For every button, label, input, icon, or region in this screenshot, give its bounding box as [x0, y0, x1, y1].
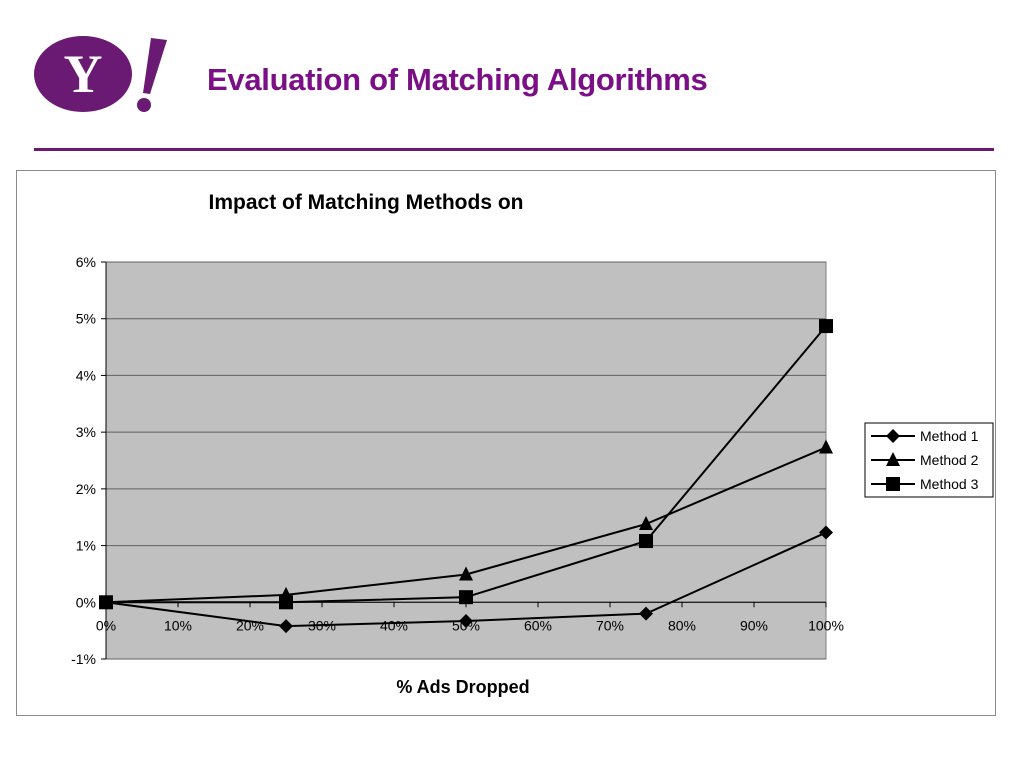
chart-title: Impact of Matching Methods on — [209, 191, 524, 214]
method-1-point — [459, 614, 473, 629]
series-group — [99, 319, 833, 634]
x-tick-label: 100% — [808, 617, 844, 633]
x-axis-label: % Ads Dropped — [396, 677, 529, 697]
method-1-point — [819, 525, 833, 540]
method-3-point — [639, 534, 653, 549]
method-2-point — [459, 566, 473, 581]
method-3-point — [99, 595, 113, 610]
title-divider — [34, 148, 994, 151]
method-3-point — [819, 319, 833, 334]
y-tick-label: 6% — [76, 254, 96, 270]
legend: Method 1 Method 2 Method 3 — [864, 422, 994, 498]
chart-frame: 6%5%4%3%2%1%0%-1%0%10%20%30%40%50%60%70%… — [16, 170, 996, 716]
line-chart: 6%5%4%3%2%1%0%-1%0%10%20%30%40%50%60%70%… — [71, 191, 994, 697]
method-1-point — [639, 606, 653, 621]
method-1-point — [279, 619, 293, 634]
legend-marker-triangle — [886, 452, 900, 466]
x-tick-label: 90% — [740, 617, 768, 633]
legend-label: Method 2 — [920, 452, 979, 468]
slide-title: Evaluation of Matching Algorithms — [207, 62, 708, 97]
y-tick-label: 2% — [76, 481, 96, 497]
method-3-point — [459, 590, 473, 605]
method-3-point — [279, 595, 293, 610]
legend-label: Method 3 — [920, 476, 979, 492]
x-tick-label: 60% — [524, 617, 552, 633]
x-tick-label: 40% — [380, 617, 408, 633]
y-tick-label: 1% — [76, 538, 96, 554]
x-tick-label: 10% — [164, 617, 192, 633]
y-tick-label: -1% — [71, 651, 96, 667]
x-tick-label: 80% — [668, 617, 696, 633]
x-tick-label: 0% — [96, 617, 116, 633]
method-2-point — [639, 516, 653, 531]
y-tick-label: 0% — [76, 594, 96, 610]
y-tick-label: 5% — [76, 311, 96, 327]
tick-labels: 6%5%4%3%2%1%0%-1%0%10%20%30%40%50%60%70%… — [71, 254, 844, 667]
y-tick-label: 3% — [76, 424, 96, 440]
method-2-point — [819, 439, 833, 454]
y-tick-label: 4% — [76, 367, 96, 383]
legend-label: Method 1 — [920, 428, 979, 444]
legend-marker-square — [886, 477, 900, 491]
legend-marker-diamond — [886, 429, 900, 443]
logo-letter: Y — [64, 44, 103, 104]
x-tick-label: 70% — [596, 617, 624, 633]
yahoo-logo: Y — [33, 34, 173, 116]
